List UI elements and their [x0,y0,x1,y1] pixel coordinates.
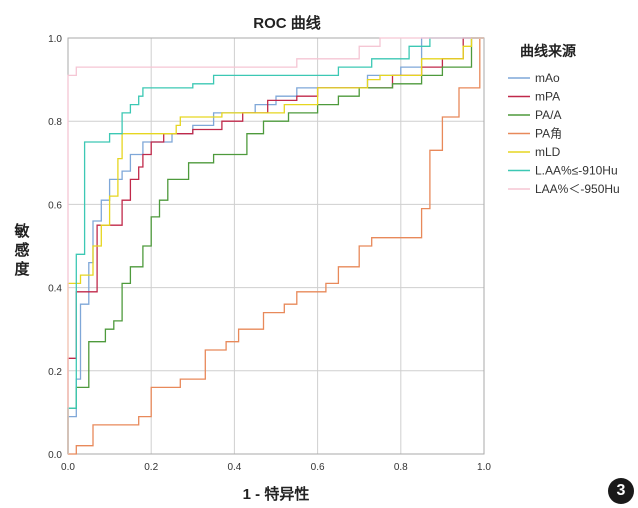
legend-label: mPA [535,90,560,104]
y-tick-label: 1.0 [48,34,62,45]
roc-line-LAA%＜-950Hu [67,37,484,454]
x-tick-label: 0.4 [227,462,241,473]
y-ticks: 0.0 0.2 0.4 0.6 0.8 1.0 [48,34,62,461]
legend-label: LAA%＜-950Hu [535,182,620,196]
y-tick-label: 0.0 [48,450,62,461]
roc-series [67,37,484,455]
x-tick-label: 0.6 [311,462,325,473]
y-tick-label: 0.2 [48,367,62,378]
x-tick-label: 0.8 [394,462,408,473]
roc-line-mLD [67,37,484,454]
legend-label: PA/A [535,108,561,122]
legend: mAo mPA PA/A PA角 mLD L.AA%≤-910Hu LAA%＜-950Hu [508,71,620,196]
y-tick-label: 0.8 [48,117,62,128]
x-tick-label: 1.0 [477,462,491,473]
x-axis-title: 1 - 特异性 [243,485,310,503]
x-ticks: 0.0 0.2 0.4 0.6 0.8 1.0 [61,462,491,473]
x-tick-label: 0.0 [61,462,75,473]
legend-label: PA角 [535,127,562,141]
x-tick-label: 0.2 [144,462,158,473]
roc-line-mPA [67,37,484,454]
roc-line-L.AA%≤-910Hu [67,37,484,454]
y-tick-label: 0.6 [48,200,62,211]
legend-title: 曲线来源 [520,43,576,59]
roc-line-PA角 [68,37,484,455]
legend-label: mAo [535,71,560,85]
chart-title: ROC 曲线 [253,14,321,32]
figure-number-badge: 3 [608,478,634,504]
y-axis-title: 敏感度 [13,222,30,278]
roc-line-PA/A [67,37,484,454]
legend-label: L.AA%≤-910Hu [535,164,618,178]
y-tick-label: 0.4 [48,284,62,295]
legend-label: mLD [535,145,561,159]
